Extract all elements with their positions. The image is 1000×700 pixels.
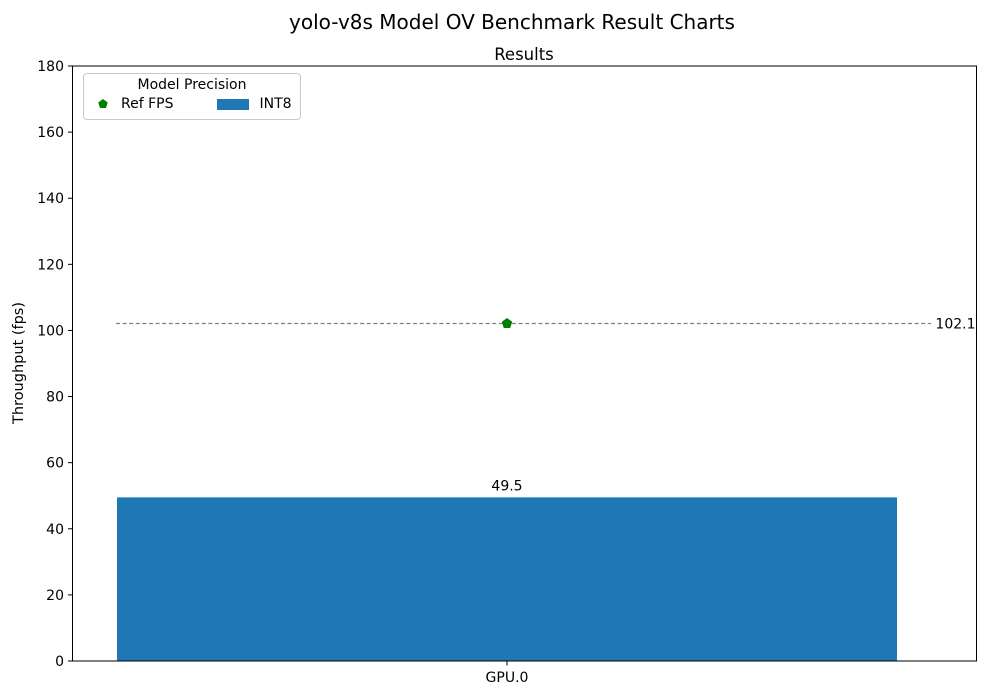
y-tick-label: 20 [46,588,64,604]
y-tick-label: 0 [55,654,64,670]
legend-label-int8: INT8 [259,96,292,112]
y-tick-label: 120 [37,257,64,273]
legend-label-ref-fps: Ref FPS [121,96,174,112]
y-tick-label: 80 [46,390,64,406]
legend: Model Precision Ref FPS INT8 [83,73,301,120]
y-tick-label: 100 [37,323,64,339]
legend-entries: Ref FPS INT8 [84,92,300,116]
y-tick-label: 160 [37,125,64,141]
int8-swatch-icon [217,98,250,110]
y-tick-label: 60 [46,456,64,472]
axes-frame [72,65,977,662]
ref-fps-pentagon-icon [98,99,108,109]
y-axis-label: Throughput (fps) [11,302,27,425]
ref-fps-value-label: 102.1 [935,317,975,333]
ref-fps-marker-icon [501,318,513,328]
figure-title: yolo-v8s Model OV Benchmark Result Chart… [289,10,735,34]
y-tick-label: 40 [46,522,64,538]
pentagon-shape [98,99,108,109]
x-tick-label: GPU.0 [486,670,529,686]
y-tick-label: 180 [37,59,64,75]
bar-int8 [117,497,897,661]
bar-value-label: 49.5 [491,478,522,494]
y-tick-label: 140 [37,191,64,207]
legend-title: Model Precision [137,77,247,93]
swatch-rect [217,98,250,110]
axes-title: Results [494,45,554,64]
